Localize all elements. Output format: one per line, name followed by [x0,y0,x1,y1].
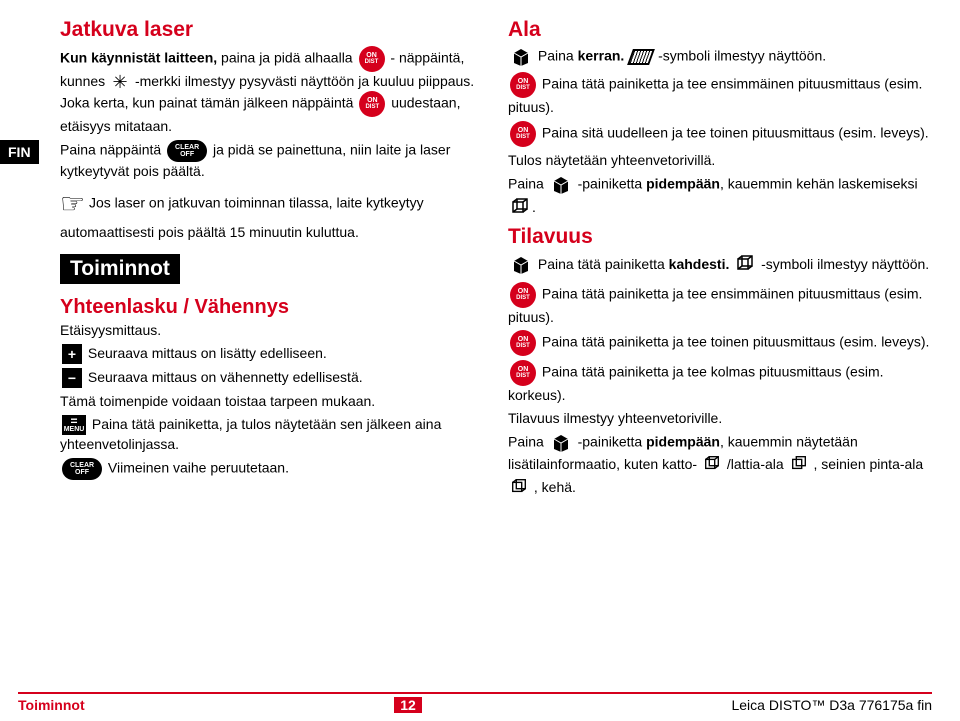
text: , seinien pinta-ala [813,456,923,472]
text: Paina [508,434,548,450]
on-dist-icon [510,360,536,386]
text: -symboli ilmestyy näyttöön. [761,256,929,272]
text: , kauemmin kehän laskemiseksi [720,175,918,191]
text: -painiketta [578,175,646,191]
para-ala-3: Paina sitä uudelleen ja tee toinen pituu… [508,121,932,147]
clear-off-icon [62,458,102,480]
para-vol-1: Paina tätä painiketta kahdesti. -symboli… [508,253,932,278]
para-menu: Paina tätä painiketta, ja tulos näytetää… [60,415,484,454]
rect-icon [627,49,655,65]
footer-section: Toiminnot [18,697,85,713]
wireframe-cube-icon [790,454,808,477]
para-minus: − Seuraava mittaus on vähennetty edellis… [60,368,484,388]
para-repeat: Tämä toimenpide voidaan toistaa tarpeen … [60,392,484,411]
language-tab: FIN [0,140,39,164]
clear-off-icon [167,140,207,162]
cube-icon [550,432,572,454]
text: Seuraava mittaus on lisätty edelliseen. [88,345,327,361]
para-ala-1: Paina kerran. -symboli ilmestyy näyttöön… [508,46,932,68]
para-plus: + Seuraava mittaus on lisätty edelliseen… [60,344,484,364]
para-intro: Kun käynnistät laitteen, paina ja pidä a… [60,46,484,136]
para-note: ☞ Jos laser on jatkuvan toiminnan tilass… [60,185,484,242]
text: Paina tätä painiketta ja tee toinen pitu… [542,334,930,350]
text: Paina [538,48,578,64]
text: Paina tätä painiketta ja tee kolmas pitu… [508,364,884,403]
para-distance: Etäisyysmittaus. [60,321,484,340]
heading-tilavuus: Tilavuus [508,225,932,249]
text: Paina sitä uudelleen ja tee toinen pituu… [542,125,929,141]
heading-yhteenlasku: Yhteenlasku / Vähennys [60,296,484,319]
menu-icon [62,415,86,435]
text: Paina [508,175,548,191]
left-column: Jatkuva laser Kun käynnistät laitteen, p… [60,18,484,504]
text: Viimeinen vaihe peruutetaan. [108,460,289,476]
footer-doc-id: Leica DISTO™ D3a 776175a fin [731,697,932,713]
text-bold: pidempään [646,434,720,450]
cube-icon [510,46,532,68]
para-vol-4: Paina tätä painiketta ja tee kolmas pitu… [508,360,932,405]
text: Jos laser on jatkuvan toiminnan tilassa,… [60,195,424,240]
text-bold: pidempään [646,175,720,191]
text: -painiketta [578,434,646,450]
right-column: Ala Paina kerran. -symboli ilmestyy näyt… [508,18,932,504]
text-bold: Kun käynnistät laitteen, [60,50,217,66]
text: Paina tätä painiketta ja tee ensimmäinen… [508,285,922,324]
para-ala-4: Tulos näytetään yhteenvetorivillä. [508,151,932,170]
text: , kehä. [534,479,576,495]
text: Paina tätä painiketta [538,256,669,272]
text: paina ja pidä alhaalla [217,50,356,66]
text: /lattia-ala [727,456,788,472]
on-dist-icon [510,330,536,356]
cube-icon [510,254,532,276]
hand-pointer-icon: ☞ [60,185,85,223]
para-ala-5: Paina -painiketta pidempään, kauemmin ke… [508,174,932,221]
star-icon: ✳ [111,73,129,91]
plus-icon: + [62,344,82,364]
heading-jatkuva-laser: Jatkuva laser [60,18,484,42]
para-undo: Viimeinen vaihe peruutetaan. [60,458,484,480]
minus-icon: − [62,368,82,388]
text-bold: kahdesti. [669,256,730,272]
on-dist-icon [510,121,536,147]
para-clear: Paina näppäintä ja pidä se painettuna, n… [60,140,484,181]
heading-ala: Ala [508,18,932,42]
on-dist-icon [510,72,536,98]
cube-icon [550,174,572,196]
on-dist-icon [359,91,385,117]
para-vol-6: Paina -painiketta pidempään, kauemmin nä… [508,432,932,500]
wireframe-cube-icon [510,477,528,500]
text-bold: kerran. [578,48,625,64]
wireframe-cube-icon [703,454,721,477]
para-vol-3: Paina tätä painiketta ja tee toinen pitu… [508,330,932,356]
page-footer: Toiminnot 12 Leica DISTO™ D3a 776175a fi… [18,692,932,713]
on-dist-icon [359,46,385,72]
para-ala-2: Paina tätä painiketta ja tee ensimmäinen… [508,72,932,117]
page-content: Jatkuva laser Kun käynnistät laitteen, p… [0,0,960,504]
text: Paina näppäintä [60,142,165,158]
text: Seuraava mittaus on vähennetty edellises… [88,369,363,385]
para-vol-5: Tilavuus ilmestyy yhteenvetoriville. [508,409,932,428]
text: -symboli ilmestyy näyttöön. [658,48,826,64]
text: Paina tätä painiketta, ja tulos näytetää… [60,416,441,452]
footer-page-number: 12 [394,697,422,713]
para-vol-2: Paina tätä painiketta ja tee ensimmäinen… [508,282,932,327]
text: Paina tätä painiketta ja tee ensimmäinen… [508,76,922,115]
on-dist-icon [510,282,536,308]
wireframe-cube-icon [510,196,530,221]
wireframe-cube-icon [735,253,755,278]
heading-toiminnot: Toiminnot [60,254,180,284]
